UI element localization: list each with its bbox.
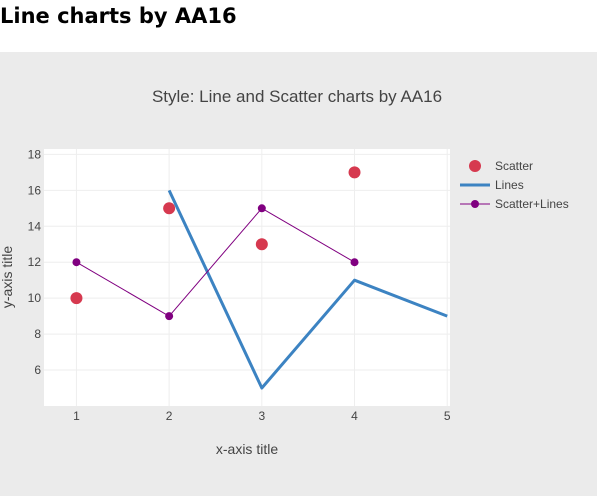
y-tick-label: 12 — [28, 255, 42, 269]
gridlines — [44, 149, 450, 406]
plot-panel: Style: Line and Scatter charts by AA16 1… — [0, 52, 597, 496]
legend-item-scatter[interactable]: Scatter — [469, 159, 533, 173]
y-tick-label: 14 — [28, 219, 42, 233]
x-tick-label: 3 — [258, 409, 265, 423]
x-tick-label: 5 — [444, 409, 451, 423]
lines-line — [167, 189, 448, 390]
series-scatter[interactable] — [70, 166, 361, 305]
legend-item-scatter-lines[interactable]: Scatter+Lines — [460, 197, 569, 211]
line-scatter-chart[interactable]: Style: Line and Scatter charts by AA16 1… — [0, 52, 597, 496]
chart-title: Style: Line and Scatter charts by AA16 — [152, 87, 442, 106]
legend-item-lines[interactable]: Lines — [460, 178, 524, 192]
page-heading: Line charts by AA16 — [0, 4, 237, 28]
y-axis-title: y-axis title — [0, 246, 15, 308]
y-tick-label: 8 — [34, 327, 41, 341]
series-layer — [70, 166, 448, 390]
y-tick-label: 6 — [34, 363, 41, 377]
scatter-lines-point[interactable] — [72, 258, 81, 267]
y-tick-label: 10 — [28, 291, 42, 305]
x-tick-label: 2 — [166, 409, 173, 423]
y-tick-label: 16 — [28, 183, 42, 197]
x-axis-title: x-axis title — [216, 441, 278, 457]
scatter-lines-point[interactable] — [165, 312, 174, 321]
legend-swatch — [469, 160, 481, 172]
x-tick-label: 4 — [351, 409, 358, 423]
scatter-point[interactable] — [70, 292, 83, 305]
scatter-point[interactable] — [163, 202, 176, 215]
y-tick-label: 18 — [28, 147, 42, 161]
scatter-point[interactable] — [255, 238, 268, 251]
x-tick-label: 1 — [73, 409, 80, 423]
scatter-point[interactable] — [348, 166, 361, 179]
scatter-lines-line — [76, 207, 355, 317]
series-scatter-lines[interactable] — [72, 204, 359, 321]
legend-label: Lines — [495, 178, 524, 192]
scatter-lines-point[interactable] — [350, 258, 359, 267]
series-lines[interactable] — [167, 189, 448, 390]
legend-label: Scatter+Lines — [495, 197, 569, 211]
scatter-lines-point[interactable] — [257, 204, 266, 213]
legend-swatch-marker — [471, 200, 479, 208]
plot-area[interactable] — [44, 149, 450, 406]
legend[interactable]: Scatter Lines Scatter+Lines — [460, 159, 569, 211]
legend-label: Scatter — [495, 159, 533, 173]
